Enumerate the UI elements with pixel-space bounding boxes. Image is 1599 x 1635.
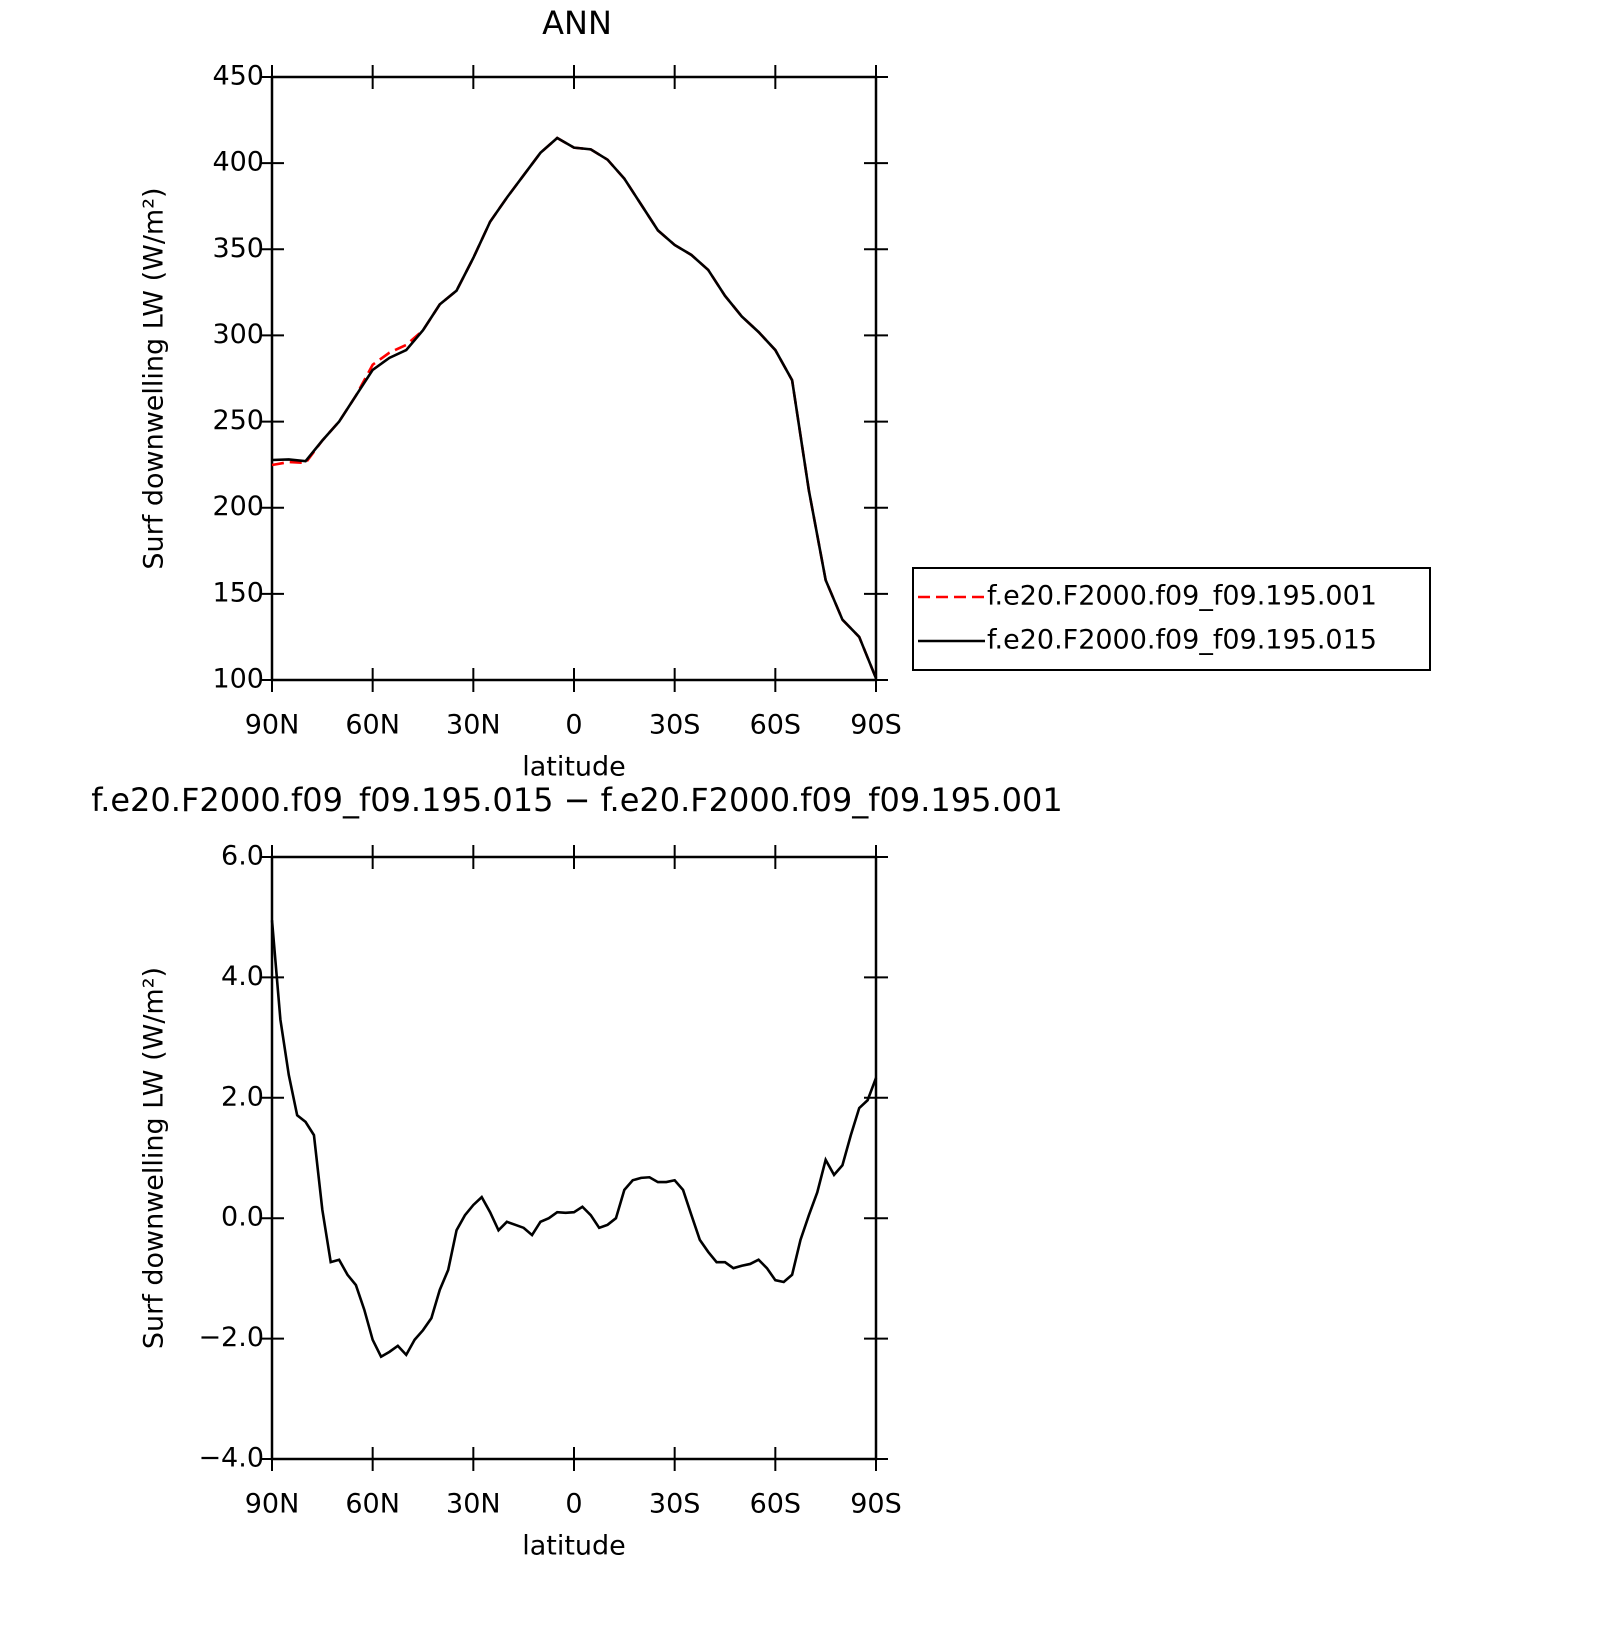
y-tick-label: −2.0 bbox=[198, 1322, 264, 1353]
x-tick-label: 60S bbox=[750, 1489, 802, 1520]
y-tick-label: 150 bbox=[212, 577, 264, 608]
chart-title: ANN bbox=[542, 4, 612, 42]
x-tick-label: 60N bbox=[345, 1489, 400, 1520]
x-tick-label: 0 bbox=[565, 1489, 582, 1520]
plot-frame bbox=[270, 75, 878, 682]
legend-label: f.e20.F2000.f09_f09.195.001 bbox=[987, 581, 1377, 612]
chart-title: f.e20.F2000.f09_f09.195.015 − f.e20.F200… bbox=[91, 781, 1063, 819]
x-tick-label: 30N bbox=[446, 1489, 501, 1520]
data-line bbox=[270, 920, 878, 1359]
x-axis-label: latitude bbox=[522, 1531, 626, 1562]
legend-label: f.e20.F2000.f09_f09.195.015 bbox=[987, 625, 1377, 656]
y-tick-label: 300 bbox=[212, 319, 264, 350]
y-tick-label: 200 bbox=[212, 491, 264, 522]
y-tick-label: 250 bbox=[212, 405, 264, 436]
data-line bbox=[271, 136, 878, 679]
legend-box bbox=[912, 567, 1431, 671]
y-tick-label: 2.0 bbox=[221, 1081, 264, 1112]
x-tick-label: 30S bbox=[649, 710, 701, 741]
y-tick-label: 400 bbox=[212, 147, 264, 178]
x-tick-label: 90N bbox=[245, 710, 300, 741]
x-tick-label: 90S bbox=[850, 1489, 902, 1520]
x-tick-label: 60S bbox=[750, 710, 802, 741]
y-tick-label: 100 bbox=[212, 664, 264, 695]
y-tick-label: 4.0 bbox=[221, 961, 264, 992]
y-tick-label: 450 bbox=[212, 61, 264, 92]
y-tick-label: 350 bbox=[212, 233, 264, 264]
y-tick-label: 0.0 bbox=[221, 1202, 264, 1233]
x-tick-label: 90S bbox=[850, 710, 902, 741]
y-tick-label: 6.0 bbox=[221, 841, 264, 872]
x-tick-label: 30S bbox=[649, 1489, 701, 1520]
y-tick-label: −4.0 bbox=[198, 1443, 264, 1474]
x-tick-label: 90N bbox=[245, 1489, 300, 1520]
y-axis-label: Surf downwelling LW (W/m²) bbox=[139, 187, 170, 569]
x-tick-label: 0 bbox=[565, 710, 582, 741]
data-line bbox=[271, 136, 878, 679]
x-tick-label: 30N bbox=[446, 710, 501, 741]
y-axis-label: Surf downwelling LW (W/m²) bbox=[139, 967, 170, 1349]
x-axis-label: latitude bbox=[522, 752, 626, 783]
plot-frame bbox=[270, 855, 878, 1461]
x-tick-label: 60N bbox=[345, 710, 400, 741]
